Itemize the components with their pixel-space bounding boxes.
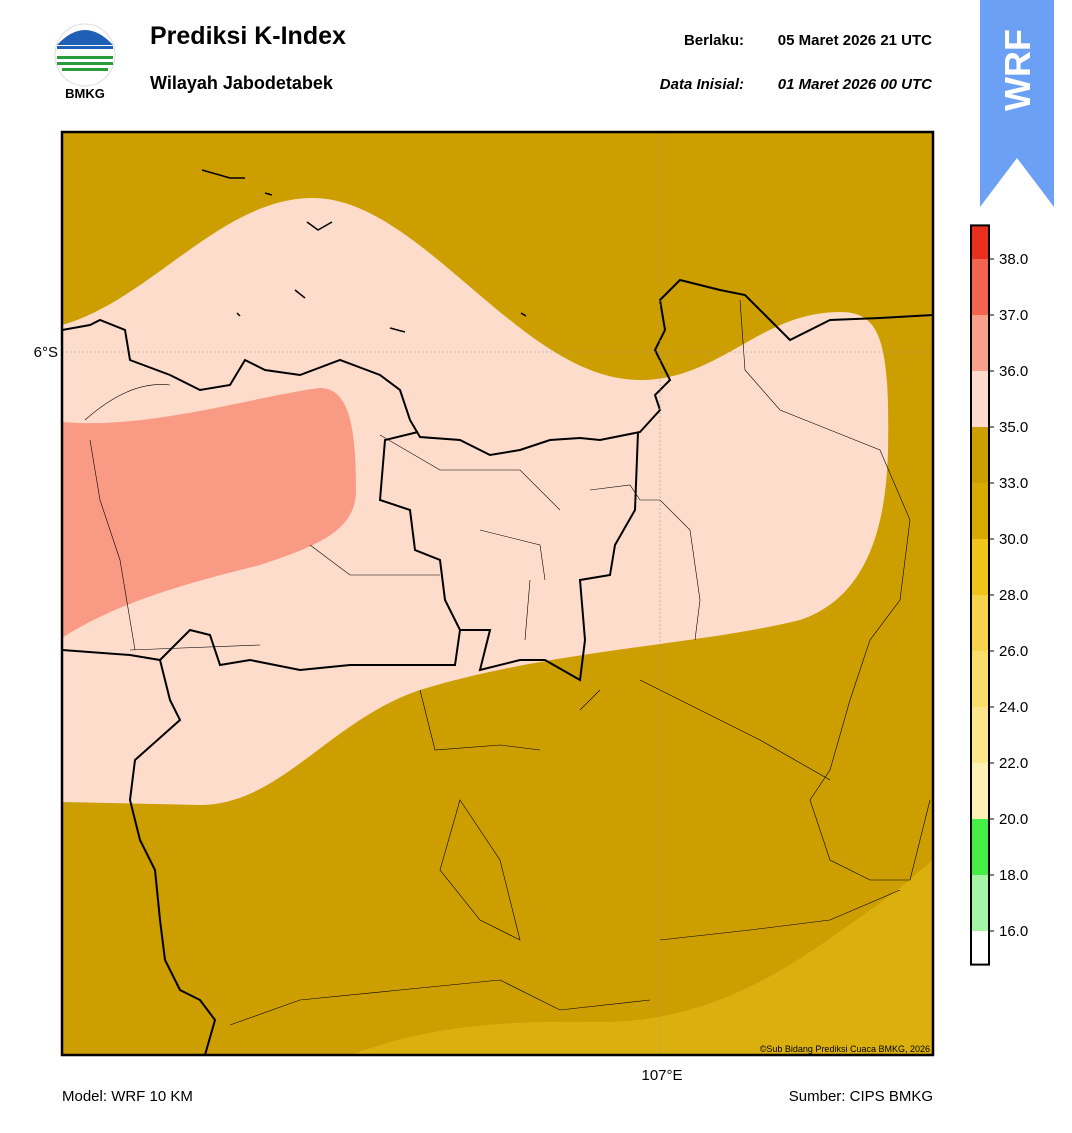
init-time: 01 Maret 2026 00 UTC bbox=[778, 76, 933, 93]
badge-text: WRF bbox=[997, 29, 1038, 111]
credit: ©Sub Bidang Prediksi Cuaca BMKG, 2026 bbox=[760, 1044, 930, 1054]
colorbar-segment bbox=[971, 763, 989, 819]
colorbar-tick-label: 28.0 bbox=[999, 587, 1028, 604]
colorbar-tick-label: 16.0 bbox=[999, 923, 1028, 940]
colorbar-tick-label: 36.0 bbox=[999, 363, 1028, 380]
colorbar-segment bbox=[971, 819, 989, 875]
colorbar-tick-label: 24.0 bbox=[999, 699, 1028, 716]
colorbar-tick-label: 18.0 bbox=[999, 867, 1028, 884]
valid-label: Berlaku: bbox=[684, 32, 744, 49]
colorbar-segment bbox=[971, 315, 989, 371]
colorbar-tick-label: 26.0 bbox=[999, 643, 1028, 660]
colorbar-segment bbox=[971, 259, 989, 315]
colorbar-tick-label: 37.0 bbox=[999, 307, 1028, 324]
badge bbox=[980, 0, 1054, 207]
colorbar-tick-label: 22.0 bbox=[999, 755, 1028, 772]
source: Sumber: CIPS BMKG bbox=[789, 1088, 933, 1105]
colorbar-tick-label: 35.0 bbox=[999, 419, 1028, 436]
colorbar-segment bbox=[971, 931, 989, 965]
colorbar-segment bbox=[971, 225, 989, 259]
colorbar-segment bbox=[971, 651, 989, 707]
colorbar-segment bbox=[971, 539, 989, 595]
model: Model: WRF 10 KM bbox=[62, 1088, 193, 1105]
title: Prediksi K-Index bbox=[150, 22, 346, 50]
colorbar: 16.0 18.0 20.0 22.0 24.0 26.0 28.0 30.0 33.0 35.0… bbox=[970, 224, 1028, 966]
init-label: Data Inisial: bbox=[660, 76, 744, 93]
map: ©Sub Bidang Prediksi Cuaca BMKG, 2026 bbox=[62, 132, 933, 1055]
logo-text: BMKG bbox=[65, 86, 105, 101]
colorbar-segment bbox=[971, 371, 989, 427]
colorbar-segment bbox=[971, 875, 989, 931]
colorbar-segment bbox=[971, 427, 989, 483]
colorbar-segment bbox=[971, 483, 989, 539]
subtitle: Wilayah Jabodetabek bbox=[150, 73, 334, 93]
logo: BMKG bbox=[54, 23, 116, 101]
map-frame bbox=[60, 130, 935, 1057]
valid-time: 05 Maret 2026 21 UTC bbox=[778, 32, 932, 49]
lon-label: 107°E bbox=[641, 1067, 682, 1084]
colorbar-tick-label: 20.0 bbox=[999, 811, 1028, 828]
colorbar-segment bbox=[971, 595, 989, 651]
colorbar-tick-label: 33.0 bbox=[999, 475, 1028, 492]
colorbar-tick-label: 38.0 bbox=[999, 251, 1028, 268]
colorbar-segment bbox=[971, 707, 989, 763]
lat-label: 6°S bbox=[34, 344, 58, 361]
colorbar-tick-label: 30.0 bbox=[999, 531, 1028, 548]
